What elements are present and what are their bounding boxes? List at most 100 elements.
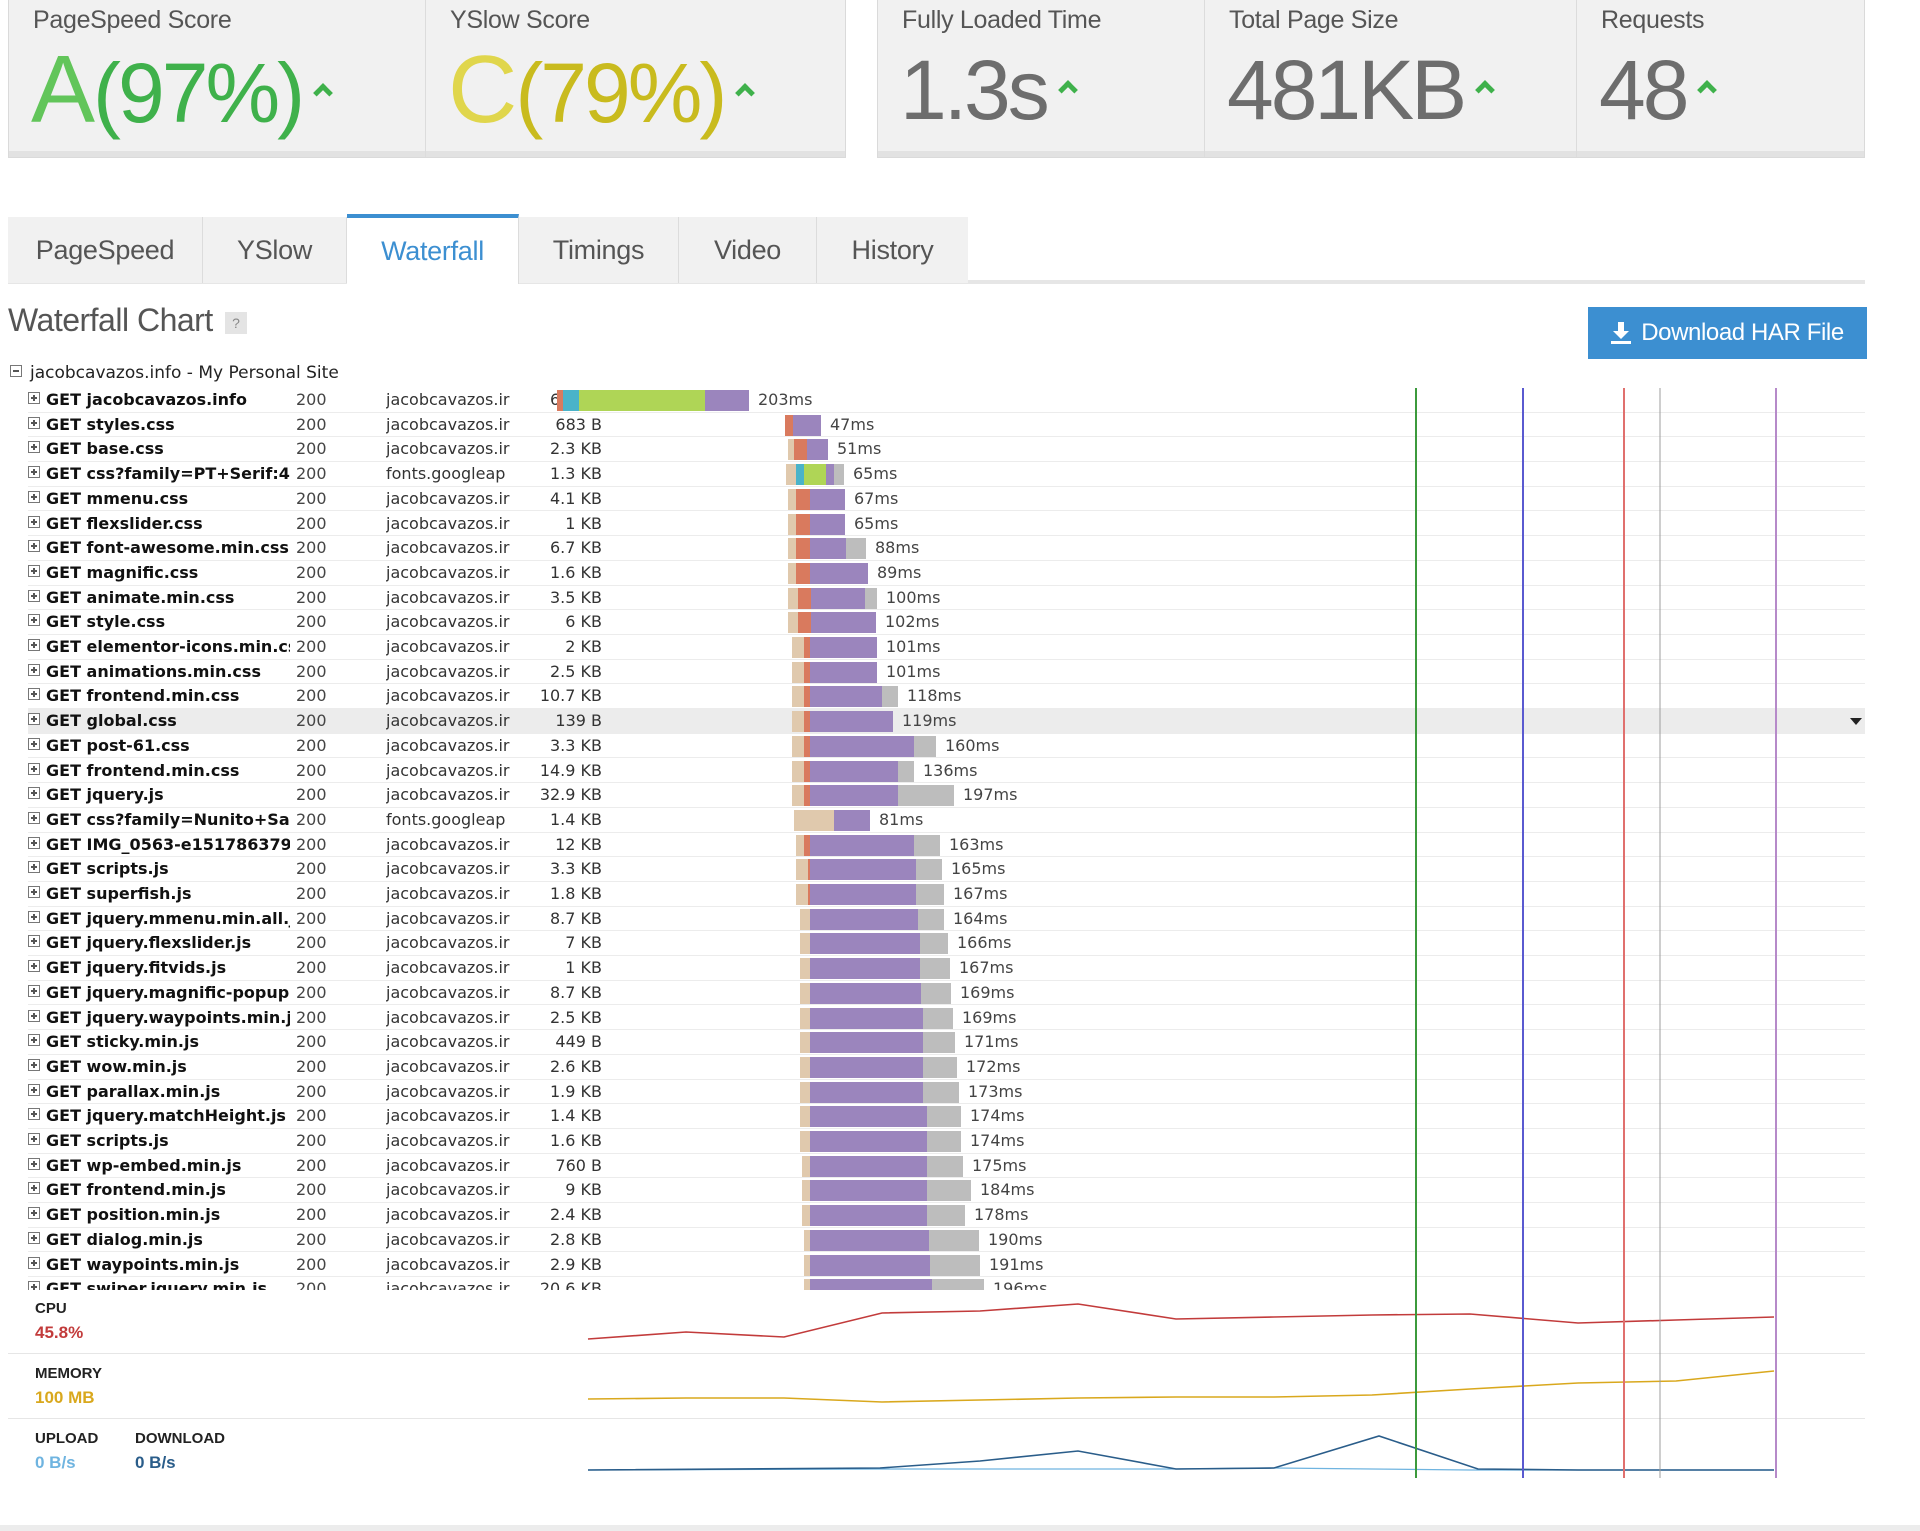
expand-icon[interactable] [28, 663, 40, 676]
timing-bar-send[interactable] [557, 390, 563, 411]
request-url[interactable]: GET style.css [28, 610, 290, 634]
timing-bar-wait[interactable] [834, 809, 870, 831]
expand-icon[interactable] [28, 515, 40, 528]
expand-icon[interactable] [28, 1133, 40, 1145]
expand-icon[interactable] [28, 737, 40, 750]
timing-bar-wait[interactable] [807, 439, 828, 461]
tab-waterfall[interactable]: Waterfall [347, 214, 519, 284]
timing-bar-send[interactable] [804, 711, 810, 733]
timing-bar-receive[interactable] [927, 1131, 961, 1152]
timing-bar-receive[interactable] [916, 859, 942, 881]
expand-icon[interactable] [28, 1034, 40, 1047]
site-group-header[interactable]: jacobcavazos.info - My Personal Site [10, 363, 339, 383]
timing-bar-blocking[interactable] [800, 1131, 810, 1152]
request-url[interactable]: GET elementor-icons.min.cs [28, 635, 290, 659]
timing-bar-wait[interactable] [810, 711, 893, 733]
timing-bar-dns[interactable] [563, 390, 579, 411]
timing-bar-blocking[interactable] [788, 612, 798, 634]
table-row[interactable]: GET wp-embed.min.js 200 jacobcavazos.ir 760… [28, 1154, 1865, 1179]
collapse-icon[interactable] [10, 365, 22, 377]
timing-bar-wait[interactable] [810, 488, 845, 510]
request-url[interactable]: GET sticky.min.js [28, 1030, 290, 1054]
expand-icon[interactable] [28, 1009, 40, 1022]
timing-bar-blocking[interactable] [804, 1254, 810, 1276]
timing-bar-receive[interactable] [923, 1007, 953, 1029]
timing-bar-blocking[interactable] [800, 958, 810, 980]
table-row[interactable]: GET superfish.js 200 jacobcavazos.ir 1.8 KB… [28, 882, 1865, 907]
timing-bar-send[interactable] [804, 785, 810, 807]
request-url[interactable]: GET animate.min.css [28, 586, 290, 610]
request-url[interactable]: GET jquery.fitvids.js [28, 956, 290, 980]
expand-icon[interactable] [28, 490, 40, 503]
timing-bar-receive[interactable] [932, 1279, 984, 1290]
request-url[interactable]: GET wp-embed.min.js [28, 1154, 290, 1178]
timing-bar-connect[interactable] [579, 390, 705, 411]
request-url[interactable]: GET scripts.js [28, 857, 290, 881]
expand-icon[interactable] [28, 416, 40, 429]
expand-icon[interactable] [28, 762, 40, 775]
timing-bar-wait[interactable] [810, 933, 920, 955]
expand-icon[interactable] [28, 466, 40, 479]
expand-icon[interactable] [28, 392, 40, 404]
table-row[interactable]: GET frontend.min.css 200 jacobcavazos.ir 14… [28, 759, 1865, 784]
expand-icon[interactable] [28, 639, 40, 651]
request-url[interactable]: GET jquery.flexslider.js [28, 931, 290, 955]
help-icon[interactable]: ? [225, 312, 247, 334]
timing-bar-blocking[interactable] [788, 488, 796, 510]
table-row[interactable]: GET css?family=PT+Serif:40 200 fonts.googl… [28, 462, 1865, 487]
timing-bar-receive[interactable] [920, 958, 950, 980]
timing-bar-wait[interactable] [810, 1056, 923, 1078]
table-row[interactable]: GET jquery.flexslider.js 200 jacobcavazos.… [28, 931, 1865, 957]
expand-icon[interactable] [28, 1281, 40, 1290]
timing-bar-send[interactable] [808, 884, 810, 905]
timing-bar-send[interactable] [804, 686, 810, 708]
timing-bar-send[interactable] [796, 488, 810, 510]
table-row[interactable]: GET frontend.min.js 200 jacobcavazos.ir 9 K… [28, 1178, 1865, 1204]
timing-bar-blocking[interactable] [800, 1032, 810, 1054]
request-url[interactable]: GET frontend.min.css [28, 684, 290, 708]
timing-bar-receive[interactable] [923, 1081, 959, 1103]
expand-icon[interactable] [28, 564, 40, 577]
expand-icon[interactable] [28, 787, 40, 800]
table-row[interactable]: GET waypoints.min.js 200 jacobcavazos.ir 2.… [28, 1253, 1865, 1278]
timing-bar-send[interactable] [785, 414, 793, 436]
timing-bar-wait[interactable] [810, 1155, 927, 1177]
expand-icon[interactable] [28, 910, 40, 923]
table-row[interactable]: GET global.css 200 jacobcavazos.ir 139 B 119… [28, 709, 1865, 734]
timing-bar-send[interactable] [804, 834, 810, 856]
timing-bar-wait[interactable] [810, 908, 918, 930]
expand-icon[interactable] [28, 688, 40, 701]
timing-bar-wait[interactable] [810, 1007, 923, 1029]
request-url[interactable]: GET font-awesome.min.css [28, 536, 290, 560]
table-row[interactable]: GET jquery.fitvids.js 200 jacobcavazos.ir 1… [28, 956, 1865, 981]
table-row[interactable]: GET magnific.css 200 jacobcavazos.ir 1.6 KB… [28, 561, 1865, 586]
expand-icon[interactable] [28, 1231, 40, 1244]
request-url[interactable]: GET jquery.magnific-popup. [28, 981, 290, 1005]
timing-bar-send[interactable] [804, 760, 810, 782]
expand-icon[interactable] [28, 935, 40, 948]
timing-bar-wait[interactable] [810, 735, 914, 757]
request-url[interactable]: GET jquery.mmenu.min.all.js [28, 907, 290, 931]
tab-history[interactable]: History [817, 217, 968, 283]
table-row[interactable]: GET IMG_0563-e151786379 200 jacobcavazos.i… [28, 833, 1865, 858]
table-row[interactable]: GET jquery.magnific-popup. 200 jacobcavazo… [28, 981, 1865, 1006]
request-url[interactable]: GET dialog.min.js [28, 1228, 290, 1252]
timing-bar-receive[interactable] [927, 1180, 971, 1202]
expand-icon[interactable] [28, 836, 40, 849]
timing-bar-receive[interactable] [898, 785, 954, 807]
timing-bar-blocking[interactable] [788, 562, 796, 584]
timing-bar-receive[interactable] [927, 1106, 961, 1128]
timing-bar-receive[interactable] [930, 1254, 980, 1276]
table-row[interactable]: GET flexslider.css 200 jacobcavazos.ir 1 KB… [28, 512, 1865, 537]
timing-bar-receive[interactable] [927, 1155, 963, 1177]
timing-bar-wait[interactable] [810, 982, 921, 1004]
timing-bar-wait[interactable] [810, 686, 882, 708]
timing-bar-send[interactable] [808, 859, 810, 881]
timing-bar-blocking[interactable] [796, 884, 808, 905]
timing-bar-blocking[interactable] [796, 834, 804, 856]
expand-icon[interactable] [28, 1207, 40, 1220]
timing-bar-receive[interactable] [914, 834, 940, 856]
request-url[interactable]: GET mmenu.css [28, 487, 290, 511]
request-url[interactable]: GET jacobcavazos.info [28, 388, 290, 412]
timing-bar-receive[interactable] [865, 587, 877, 609]
